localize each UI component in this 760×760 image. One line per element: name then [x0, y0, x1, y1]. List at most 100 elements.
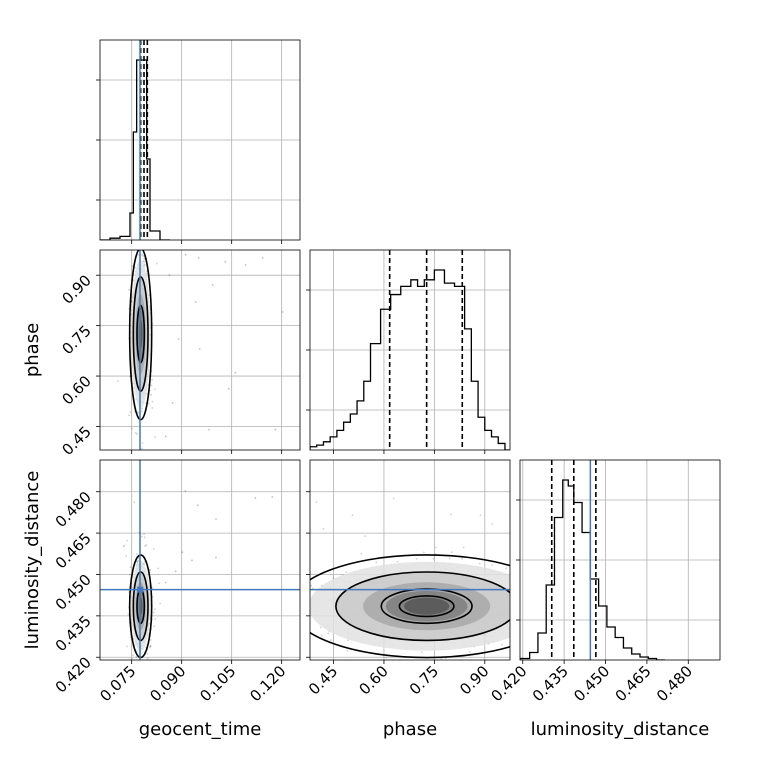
sample-point	[554, 606, 556, 608]
sample-point	[137, 560, 140, 562]
sample-point	[198, 645, 200, 647]
sample-point	[261, 257, 264, 259]
sample-point	[561, 605, 563, 607]
sample-point	[132, 637, 135, 640]
sample-point	[330, 639, 332, 641]
sample-point	[159, 602, 162, 605]
sample-point	[135, 553, 138, 555]
sample-point	[345, 571, 348, 573]
sample-point	[259, 631, 261, 633]
sample-point	[191, 559, 193, 562]
sample-point	[144, 545, 147, 547]
sample-point	[315, 501, 318, 504]
sample-point	[501, 643, 503, 646]
sample-point	[285, 591, 287, 593]
sample-point	[137, 505, 139, 507]
panel-phase-vs-luminosity-distance	[198, 459, 669, 673]
panel-hist-phase	[309, 249, 511, 451]
sample-point	[139, 663, 141, 665]
sample-point	[184, 253, 187, 256]
histogram-step-phase	[310, 269, 510, 450]
sample-point	[129, 566, 132, 568]
panel-grid	[520, 460, 720, 660]
sample-point	[385, 656, 388, 659]
y-tick-label: 0.435	[52, 612, 95, 655]
density-shade	[403, 597, 450, 615]
sample-point	[448, 557, 451, 560]
sample-point	[360, 552, 363, 555]
y-tick-label: 0.450	[52, 571, 95, 614]
y-tick-label: 0.90	[58, 271, 94, 307]
sample-point	[593, 597, 595, 599]
sample-point	[137, 215, 139, 217]
x-tick-label: 0.105	[196, 662, 239, 705]
sample-point	[141, 253, 144, 256]
sample-point	[137, 412, 140, 414]
sample-point	[122, 545, 125, 548]
panel-frame	[99, 249, 301, 451]
sample-point	[146, 248, 148, 250]
panel-content	[122, 490, 274, 675]
sample-point	[149, 639, 152, 641]
sample-point	[558, 627, 560, 629]
sample-point	[254, 497, 257, 499]
sample-point	[141, 442, 144, 444]
sample-point	[667, 600, 669, 602]
sample-point	[181, 551, 184, 554]
sample-point	[144, 229, 146, 231]
x-tick-label: 0.090	[146, 662, 189, 705]
y-tick-label: 0.60	[58, 372, 94, 408]
sample-point	[528, 591, 530, 593]
sample-point	[153, 625, 156, 628]
sample-point	[491, 564, 494, 566]
sample-point	[149, 645, 152, 648]
sample-point	[157, 567, 160, 570]
sample-point	[148, 646, 151, 649]
sample-point	[149, 568, 152, 571]
sample-point	[171, 401, 174, 404]
sample-point	[145, 544, 148, 547]
sample-point	[151, 378, 154, 381]
sample-point	[197, 257, 200, 259]
sample-point	[154, 388, 156, 391]
sample-point	[143, 260, 146, 263]
sample-point	[281, 311, 284, 313]
sample-point	[518, 590, 520, 592]
sample-point	[555, 600, 557, 602]
sample-point	[143, 536, 146, 539]
sample-point	[365, 671, 367, 673]
sample-point	[555, 567, 557, 569]
sample-point	[566, 653, 568, 655]
sample-point	[215, 556, 217, 559]
sample-point	[151, 407, 154, 409]
sample-point	[143, 533, 146, 535]
sample-point	[468, 651, 471, 654]
sample-point	[548, 614, 550, 616]
panel-overlay	[310, 554, 510, 659]
sample-point	[521, 642, 523, 644]
sample-point	[174, 570, 177, 573]
sample-point	[198, 348, 201, 350]
sample-point	[158, 241, 160, 243]
sample-point	[147, 402, 150, 405]
sample-point	[244, 264, 247, 266]
panel-geocent-time-vs-phase	[99, 215, 301, 507]
sample-point	[141, 407, 143, 410]
sample-point	[284, 593, 286, 595]
sample-point	[517, 646, 519, 648]
panel-overlay	[100, 460, 300, 660]
sample-point	[151, 400, 154, 403]
sample-point	[396, 560, 399, 563]
sample-point	[137, 232, 139, 234]
histogram-step-geocent-time	[100, 59, 170, 240]
sample-point	[422, 551, 425, 554]
sample-point	[268, 585, 270, 587]
sample-point	[134, 432, 137, 434]
panel-overlay	[388, 250, 464, 450]
histogram-step-luminosity-distance	[520, 479, 665, 660]
sample-point	[146, 652, 149, 655]
sample-point	[143, 673, 145, 675]
sample-point	[117, 380, 119, 383]
y-axis-label-phase: phase	[22, 323, 43, 377]
sample-point	[260, 603, 262, 605]
